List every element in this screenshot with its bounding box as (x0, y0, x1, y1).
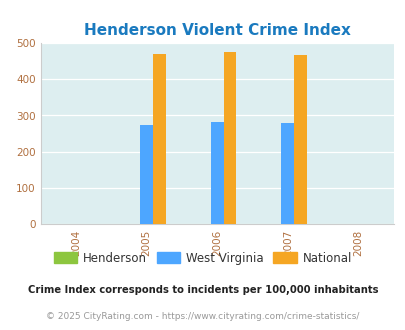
Bar (294, 55, 306, 224)
Title: Henderson Violent Crime Index: Henderson Violent Crime Index (83, 22, 350, 38)
Text: © 2025 CityRating.com - https://www.cityrating.com/crime-statistics/: © 2025 CityRating.com - https://www.city… (46, 312, 359, 321)
Bar (140, 124, 153, 224)
Bar (223, 52, 236, 224)
Bar (210, 122, 223, 224)
Text: Crime Index corresponds to incidents per 100,000 inhabitants: Crime Index corresponds to incidents per… (28, 285, 377, 295)
Bar (153, 54, 165, 224)
Bar (281, 123, 294, 224)
Legend: Henderson, West Virginia, National: Henderson, West Virginia, National (49, 247, 356, 269)
